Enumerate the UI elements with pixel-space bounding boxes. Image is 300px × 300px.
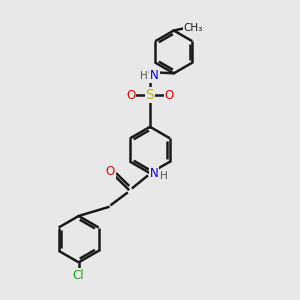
Text: H: H: [160, 171, 167, 181]
Text: N: N: [150, 167, 158, 180]
Text: O: O: [106, 166, 115, 178]
Text: N: N: [150, 69, 159, 82]
Text: O: O: [165, 88, 174, 101]
Text: O: O: [126, 88, 135, 101]
Text: Cl: Cl: [73, 268, 85, 282]
Text: H: H: [140, 71, 147, 81]
Text: S: S: [146, 88, 154, 102]
Text: CH₃: CH₃: [184, 22, 203, 32]
